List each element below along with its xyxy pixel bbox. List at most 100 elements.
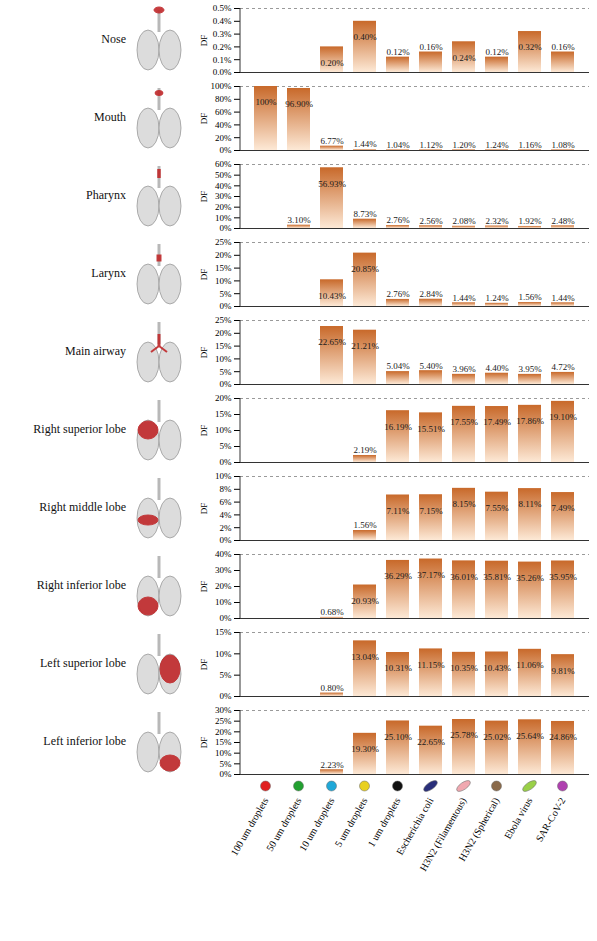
svg-text:7.15%: 7.15% [419, 506, 443, 516]
svg-text:DF: DF [199, 425, 209, 437]
svg-text:1.44%: 1.44% [551, 293, 575, 303]
svg-text:25.78%: 25.78% [450, 730, 478, 740]
svg-text:1.04%: 1.04% [386, 140, 410, 150]
svg-text:0%: 0% [220, 145, 233, 155]
svg-text:0%: 0% [220, 457, 233, 467]
svg-text:1.24%: 1.24% [485, 293, 509, 303]
svg-text:0%: 0% [220, 691, 233, 701]
svg-text:0.40%: 0.40% [353, 32, 377, 42]
svg-text:DF: DF [199, 113, 209, 125]
svg-text:10 um droplets: 10 um droplets [297, 796, 337, 854]
svg-text:2%: 2% [220, 523, 233, 533]
svg-text:25%: 25% [215, 315, 232, 325]
svg-text:40%: 40% [215, 549, 232, 559]
svg-text:1.08%: 1.08% [551, 140, 575, 150]
svg-text:7.55%: 7.55% [485, 503, 509, 513]
svg-text:3.96%: 3.96% [452, 364, 476, 374]
svg-text:10.35%: 10.35% [450, 663, 478, 673]
svg-text:Right middle lobe: Right middle lobe [39, 500, 126, 514]
svg-text:20%: 20% [215, 133, 232, 143]
svg-text:7.11%: 7.11% [387, 506, 410, 516]
svg-text:25.64%: 25.64% [516, 731, 544, 741]
svg-text:0.80%: 0.80% [320, 683, 344, 693]
svg-text:5%: 5% [220, 759, 233, 769]
svg-text:36.29%: 36.29% [384, 571, 412, 581]
svg-text:30%: 30% [215, 705, 232, 715]
svg-text:20.85%: 20.85% [351, 264, 379, 274]
svg-text:Larynx: Larynx [91, 266, 126, 280]
svg-text:Left superior lobe: Left superior lobe [40, 656, 126, 670]
svg-text:2.48%: 2.48% [551, 216, 575, 226]
svg-text:25%: 25% [215, 716, 232, 726]
svg-text:3.10%: 3.10% [287, 215, 311, 225]
svg-text:10%: 10% [215, 748, 232, 758]
svg-text:10.43%: 10.43% [483, 663, 511, 673]
svg-text:10%: 10% [215, 213, 232, 223]
svg-text:6.77%: 6.77% [320, 136, 344, 146]
svg-text:21.21%: 21.21% [351, 341, 379, 351]
svg-text:8.15%: 8.15% [452, 499, 476, 509]
svg-text:DF: DF [199, 503, 209, 515]
svg-text:100%: 100% [211, 81, 233, 91]
svg-text:Left inferior lobe: Left inferior lobe [43, 734, 126, 748]
svg-text:H3N2 (Spherical): H3N2 (Spherical) [456, 796, 502, 864]
svg-text:5%: 5% [220, 367, 233, 377]
svg-text:Right superior lobe: Right superior lobe [33, 422, 126, 436]
svg-text:10%: 10% [215, 276, 232, 286]
svg-text:35.95%: 35.95% [549, 572, 577, 582]
svg-text:11.15%: 11.15% [417, 660, 445, 670]
svg-text:22.65%: 22.65% [318, 337, 346, 347]
svg-text:22.65%: 22.65% [417, 737, 445, 747]
svg-text:17.86%: 17.86% [516, 416, 544, 426]
svg-text:2.76%: 2.76% [386, 289, 410, 299]
svg-text:5.40%: 5.40% [419, 361, 443, 371]
svg-text:19.10%: 19.10% [549, 412, 577, 422]
svg-text:1.92%: 1.92% [518, 216, 542, 226]
svg-text:36.01%: 36.01% [450, 572, 478, 582]
svg-text:DF: DF [199, 737, 209, 749]
svg-text:0.1%: 0.1% [213, 55, 232, 65]
svg-text:1 um droplets: 1 um droplets [365, 796, 402, 849]
svg-text:0%: 0% [220, 379, 233, 389]
svg-text:20%: 20% [215, 727, 232, 737]
svg-text:0.3%: 0.3% [213, 29, 232, 39]
svg-text:20%: 20% [215, 202, 232, 212]
svg-text:2.23%: 2.23% [320, 760, 344, 770]
svg-text:6%: 6% [220, 497, 233, 507]
svg-text:0.0%: 0.0% [213, 67, 232, 77]
svg-text:8%: 8% [220, 484, 233, 494]
svg-text:5%: 5% [220, 289, 233, 299]
svg-text:SAR-CoV-2: SAR-CoV-2 [533, 796, 567, 844]
svg-text:DF: DF [199, 191, 209, 203]
svg-text:2.84%: 2.84% [419, 289, 443, 299]
svg-text:0.16%: 0.16% [551, 42, 575, 52]
svg-text:17.55%: 17.55% [450, 417, 478, 427]
svg-text:1.16%: 1.16% [518, 140, 542, 150]
svg-text:15%: 15% [215, 341, 232, 351]
svg-text:20%: 20% [215, 328, 232, 338]
svg-text:10%: 10% [215, 649, 232, 659]
svg-text:15%: 15% [215, 627, 232, 637]
svg-text:1.24%: 1.24% [485, 140, 509, 150]
svg-text:37.17%: 37.17% [417, 570, 445, 580]
svg-text:4%: 4% [220, 510, 233, 520]
svg-text:DF: DF [199, 581, 209, 593]
svg-text:7.49%: 7.49% [551, 503, 575, 513]
svg-text:20%: 20% [215, 250, 232, 260]
svg-text:0.68%: 0.68% [320, 607, 344, 617]
svg-text:0.16%: 0.16% [419, 42, 443, 52]
svg-text:Main airway: Main airway [65, 344, 126, 358]
svg-text:9.81%: 9.81% [551, 666, 575, 676]
svg-text:DF: DF [199, 347, 209, 359]
svg-text:1.20%: 1.20% [452, 140, 476, 150]
svg-text:1.44%: 1.44% [353, 139, 377, 149]
svg-text:DF: DF [199, 659, 209, 671]
svg-text:19.30%: 19.30% [351, 744, 379, 754]
svg-text:20%: 20% [215, 581, 232, 591]
svg-text:0.12%: 0.12% [386, 47, 410, 57]
svg-text:50%: 50% [215, 170, 232, 180]
svg-text:35.81%: 35.81% [483, 572, 511, 582]
svg-text:DF: DF [199, 269, 209, 281]
svg-text:16.19%: 16.19% [384, 422, 412, 432]
svg-text:40%: 40% [215, 120, 232, 130]
